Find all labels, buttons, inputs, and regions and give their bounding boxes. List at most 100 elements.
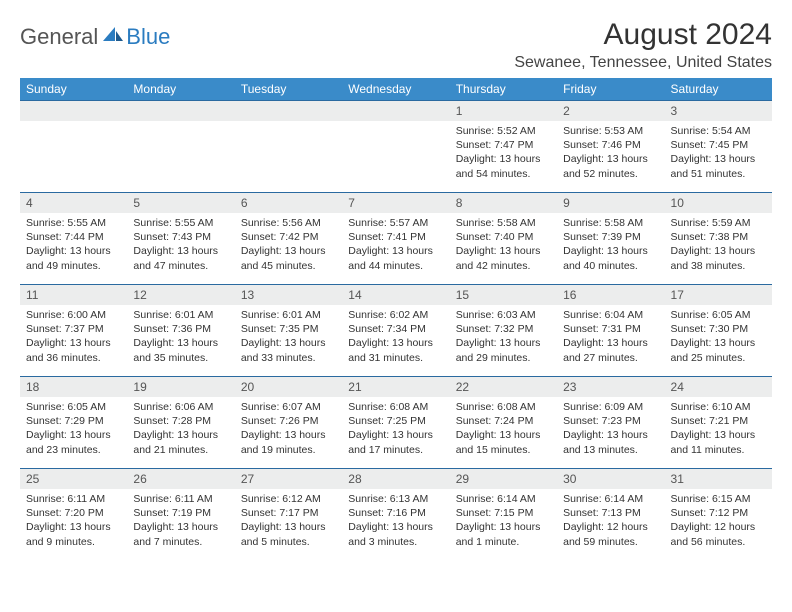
calendar-week-row: 1Sunrise: 5:52 AMSunset: 7:47 PMDaylight… [20, 101, 772, 193]
day-body: Sunrise: 5:55 AMSunset: 7:44 PMDaylight:… [20, 213, 127, 277]
day-body: Sunrise: 6:10 AMSunset: 7:21 PMDaylight:… [665, 397, 772, 461]
day-number: 26 [127, 469, 234, 489]
day-number: 11 [20, 285, 127, 305]
calendar-day-cell: 28Sunrise: 6:13 AMSunset: 7:16 PMDayligh… [342, 469, 449, 561]
daylight-line: Daylight: 13 hours and 44 minutes. [348, 245, 433, 271]
calendar-day-cell: 10Sunrise: 5:59 AMSunset: 7:38 PMDayligh… [665, 193, 772, 285]
day-number: 28 [342, 469, 449, 489]
daylight-line: Daylight: 13 hours and 17 minutes. [348, 429, 433, 455]
day-body: Sunrise: 6:14 AMSunset: 7:15 PMDaylight:… [450, 489, 557, 553]
sunrise-line: Sunrise: 5:57 AM [348, 217, 428, 229]
weekday-header: Saturday [665, 78, 772, 101]
day-body: Sunrise: 6:15 AMSunset: 7:12 PMDaylight:… [665, 489, 772, 553]
calendar-day-cell: 22Sunrise: 6:08 AMSunset: 7:24 PMDayligh… [450, 377, 557, 469]
calendar-week-row: 18Sunrise: 6:05 AMSunset: 7:29 PMDayligh… [20, 377, 772, 469]
sunset-line: Sunset: 7:42 PM [241, 231, 319, 243]
logo: General Blue [20, 24, 170, 50]
daylight-line: Daylight: 13 hours and 19 minutes. [241, 429, 326, 455]
sunset-line: Sunset: 7:34 PM [348, 323, 426, 335]
sunset-line: Sunset: 7:12 PM [671, 507, 749, 519]
sunset-line: Sunset: 7:21 PM [671, 415, 749, 427]
calendar-day-cell [20, 101, 127, 193]
day-body: Sunrise: 6:14 AM Sunset: 7:13 PM Daylight:… [557, 489, 664, 553]
daylight-line: Daylight: 13 hours and 21 minutes. [133, 429, 218, 455]
day-number: 1 [450, 101, 557, 121]
daylight-line: Daylight: 13 hours and 23 minutes. [26, 429, 111, 455]
daylight-line: Daylight: 13 hours and 29 minutes. [456, 337, 541, 363]
day-number: 9 [557, 193, 664, 213]
title-block: August 2024 Sewanee, Tennessee, United S… [514, 18, 772, 72]
calendar-day-cell: 25Sunrise: 6:11 AMSunset: 7:20 PMDayligh… [20, 469, 127, 561]
calendar-day-cell [235, 101, 342, 193]
sunrise-line: Sunrise: 6:03 AM [456, 309, 536, 321]
calendar-day-cell: 1Sunrise: 5:52 AMSunset: 7:47 PMDaylight… [450, 101, 557, 193]
sunrise-line: Sunrise: 6:08 AM [456, 401, 536, 413]
sunset-line: Sunset: 7:13 PM [563, 507, 641, 519]
daylight-line: Daylight: 13 hours and 13 minutes. [563, 429, 648, 455]
day-number: 14 [342, 285, 449, 305]
daylight-line: Daylight: 12 hours and 56 minutes. [671, 521, 756, 547]
daylight-line: Daylight: 12 hours and 59 minutes. [563, 521, 648, 547]
sunset-line: Sunset: 7:31 PM [563, 323, 641, 335]
month-title: August 2024 [514, 18, 772, 52]
day-number: 18 [20, 377, 127, 397]
daylight-line: Daylight: 13 hours and 33 minutes. [241, 337, 326, 363]
sunset-line: Sunset: 7:28 PM [133, 415, 211, 427]
day-body: Sunrise: 6:01 AMSunset: 7:35 PMDaylight:… [235, 305, 342, 369]
sunrise-line: Sunrise: 5:59 AM [671, 217, 751, 229]
daylight-line: Daylight: 13 hours and 11 minutes. [671, 429, 756, 455]
sunset-line: Sunset: 7:23 PM [563, 415, 641, 427]
sunrise-line: Sunrise: 5:58 AM [563, 217, 643, 229]
sunrise-line: Sunrise: 6:14 AM [456, 493, 536, 505]
weekday-header: Sunday [20, 78, 127, 101]
daylight-line: Daylight: 13 hours and 36 minutes. [26, 337, 111, 363]
sunset-line: Sunset: 7:45 PM [671, 139, 749, 151]
day-body: Sunrise: 6:03 AMSunset: 7:32 PMDaylight:… [450, 305, 557, 369]
day-number: 8 [450, 193, 557, 213]
sunrise-line: Sunrise: 6:00 AM [26, 309, 106, 321]
calendar-table: SundayMondayTuesdayWednesdayThursdayFrid… [20, 78, 772, 561]
sunset-line: Sunset: 7:15 PM [456, 507, 534, 519]
weekday-header: Tuesday [235, 78, 342, 101]
calendar-day-cell: 21Sunrise: 6:08 AMSunset: 7:25 PMDayligh… [342, 377, 449, 469]
sunrise-line: Sunrise: 6:07 AM [241, 401, 321, 413]
day-number: 21 [342, 377, 449, 397]
day-number: 23 [557, 377, 664, 397]
daylight-line: Daylight: 13 hours and 15 minutes. [456, 429, 541, 455]
day-body: Sunrise: 6:05 AMSunset: 7:29 PMDaylight:… [20, 397, 127, 461]
day-body: Sunrise: 5:52 AMSunset: 7:47 PMDaylight:… [450, 121, 557, 185]
day-number: 12 [127, 285, 234, 305]
sunset-line: Sunset: 7:41 PM [348, 231, 426, 243]
day-number: 10 [665, 193, 772, 213]
day-number: 31 [665, 469, 772, 489]
day-body: Sunrise: 6:12 AMSunset: 7:17 PMDaylight:… [235, 489, 342, 553]
sunrise-line: Sunrise: 6:05 AM [26, 401, 106, 413]
calendar-day-cell [127, 101, 234, 193]
sunset-line: Sunset: 7:17 PM [241, 507, 319, 519]
calendar-day-cell: 29Sunrise: 6:14 AMSunset: 7:15 PMDayligh… [450, 469, 557, 561]
calendar-day-cell: 16Sunrise: 6:04 AMSunset: 7:31 PMDayligh… [557, 285, 664, 377]
calendar-week-row: 4Sunrise: 5:55 AMSunset: 7:44 PMDaylight… [20, 193, 772, 285]
day-body: Sunrise: 5:58 AMSunset: 7:39 PMDaylight:… [557, 213, 664, 277]
day-body: Sunrise: 6:07 AMSunset: 7:26 PMDaylight:… [235, 397, 342, 461]
day-number-empty [127, 101, 234, 121]
day-body: Sunrise: 6:05 AMSunset: 7:30 PMDaylight:… [665, 305, 772, 369]
sunset-line: Sunset: 7:37 PM [26, 323, 104, 335]
calendar-day-cell: 18Sunrise: 6:05 AMSunset: 7:29 PMDayligh… [20, 377, 127, 469]
sunset-line: Sunset: 7:36 PM [133, 323, 211, 335]
calendar-day-cell: 15Sunrise: 6:03 AMSunset: 7:32 PMDayligh… [450, 285, 557, 377]
daylight-line: Daylight: 13 hours and 35 minutes. [133, 337, 218, 363]
weekday-header: Friday [557, 78, 664, 101]
sunset-line: Sunset: 7:46 PM [563, 139, 641, 151]
sunrise-line: Sunrise: 5:52 AM [456, 125, 536, 137]
daylight-line: Daylight: 13 hours and 31 minutes. [348, 337, 433, 363]
calendar-day-cell: 26Sunrise: 6:11 AMSunset: 7:19 PMDayligh… [127, 469, 234, 561]
sunrise-line: Sunrise: 6:11 AM [133, 493, 212, 505]
day-body: Sunrise: 6:08 AMSunset: 7:25 PMDaylight:… [342, 397, 449, 461]
day-number-empty [20, 101, 127, 121]
day-number: 6 [235, 193, 342, 213]
day-number: 13 [235, 285, 342, 305]
daylight-line: Daylight: 13 hours and 51 minutes. [671, 153, 756, 179]
sunrise-line: Sunrise: 6:14 AM [563, 493, 643, 505]
sunrise-line: Sunrise: 6:04 AM [563, 309, 643, 321]
